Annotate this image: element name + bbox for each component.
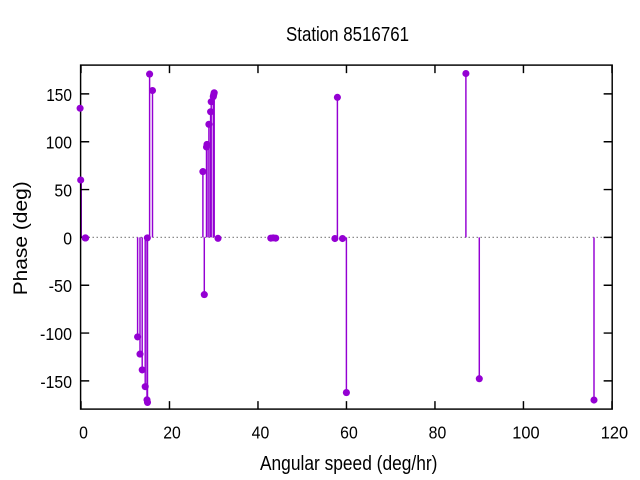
svg-text:80: 80 <box>429 422 447 442</box>
svg-text:Station 8516761: Station 8516761 <box>286 24 409 46</box>
svg-text:100: 100 <box>512 422 539 442</box>
svg-text:-100: -100 <box>40 324 72 344</box>
svg-text:0: 0 <box>63 228 72 248</box>
svg-text:120: 120 <box>601 422 628 442</box>
svg-text:Angular speed (deg/hr): Angular speed (deg/hr) <box>260 453 438 475</box>
svg-text:50: 50 <box>54 181 72 201</box>
svg-text:150: 150 <box>46 85 72 105</box>
svg-text:-150: -150 <box>40 372 72 392</box>
svg-text:0: 0 <box>79 422 88 442</box>
svg-text:20: 20 <box>163 422 181 442</box>
svg-text:40: 40 <box>252 422 270 442</box>
svg-text:-50: -50 <box>49 276 73 296</box>
svg-text:Phase (deg): Phase (deg) <box>11 181 32 295</box>
svg-text:100: 100 <box>46 133 72 153</box>
svg-text:60: 60 <box>340 422 358 442</box>
